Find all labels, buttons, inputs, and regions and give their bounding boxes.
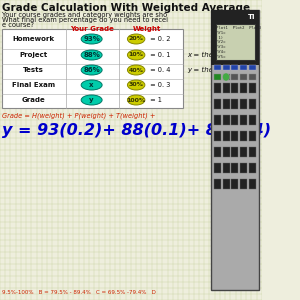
Bar <box>214 74 221 80</box>
Bar <box>231 83 238 93</box>
Bar <box>214 131 221 141</box>
Text: 93%: 93% <box>83 36 100 42</box>
Bar <box>214 83 221 93</box>
Text: 40%: 40% <box>129 68 144 73</box>
Ellipse shape <box>128 95 145 105</box>
Bar <box>231 163 238 173</box>
Bar <box>214 179 221 189</box>
Bar <box>249 131 256 141</box>
Text: Grade Calculation With Weighted Average: Grade Calculation With Weighted Average <box>2 3 250 13</box>
Bar <box>249 179 256 189</box>
Text: \Y5=: \Y5= <box>216 55 226 59</box>
Text: Plot1  Plot2  Plot3: Plot1 Plot2 Plot3 <box>216 26 262 30</box>
Text: Tests: Tests <box>23 67 44 73</box>
Ellipse shape <box>81 95 102 105</box>
Ellipse shape <box>128 50 145 60</box>
Text: Final Exam: Final Exam <box>12 82 55 88</box>
Bar <box>223 99 230 109</box>
Bar <box>211 10 259 290</box>
Bar <box>249 115 256 125</box>
Text: y: y <box>89 97 94 103</box>
Text: Homework: Homework <box>12 36 54 42</box>
Bar <box>240 131 247 141</box>
Bar <box>240 99 247 109</box>
Text: Your Grade: Your Grade <box>70 26 114 32</box>
Bar <box>2 29 183 108</box>
Ellipse shape <box>128 34 145 44</box>
Bar <box>249 74 256 80</box>
Text: x: x <box>89 82 94 88</box>
Ellipse shape <box>81 50 102 60</box>
Text: What final exam percentage do you need to recei: What final exam percentage do you need t… <box>2 17 168 23</box>
Bar <box>223 115 230 125</box>
Text: = 0. 1: = 0. 1 <box>148 52 171 58</box>
Bar <box>223 65 230 70</box>
Text: \Y2=: \Y2= <box>216 40 226 44</box>
Text: 100%: 100% <box>127 98 146 103</box>
Bar <box>240 65 247 70</box>
Bar <box>223 179 230 189</box>
Text: \Y3=: \Y3= <box>216 45 226 49</box>
Text: 9.5%-100%   B = 79.5% - 89.4%   C = 69.5% -79.4%   D: 9.5%-100% B = 79.5% - 89.4% C = 69.5% -7… <box>2 290 156 295</box>
Bar <box>249 83 256 93</box>
Ellipse shape <box>128 80 145 90</box>
Text: = 0. 2: = 0. 2 <box>148 36 171 42</box>
Bar <box>249 99 256 109</box>
Ellipse shape <box>81 34 102 44</box>
Bar <box>214 163 221 173</box>
Text: = 0. 3: = 0. 3 <box>148 82 171 88</box>
Text: y = the: y = the <box>188 67 214 73</box>
Bar <box>240 83 247 93</box>
Bar <box>249 163 256 173</box>
Bar <box>223 163 230 173</box>
Circle shape <box>223 73 230 81</box>
Ellipse shape <box>81 65 102 75</box>
Text: 86%: 86% <box>83 67 100 73</box>
Text: TI: TI <box>248 14 256 20</box>
Bar <box>240 179 247 189</box>
Bar <box>223 147 230 157</box>
Bar <box>240 163 247 173</box>
Bar <box>231 147 238 157</box>
Bar <box>240 74 247 80</box>
Text: 30%: 30% <box>129 82 144 88</box>
Bar <box>223 74 230 80</box>
Text: 1): 1) <box>216 36 224 40</box>
Bar <box>231 74 238 80</box>
Bar <box>231 179 238 189</box>
Ellipse shape <box>81 80 102 90</box>
Bar <box>214 99 221 109</box>
Text: \Y4=: \Y4= <box>216 50 226 54</box>
Bar <box>211 10 259 65</box>
Text: 88%: 88% <box>83 52 100 58</box>
Text: 20%: 20% <box>129 37 144 41</box>
Text: Weight: Weight <box>132 26 161 32</box>
Bar <box>240 115 247 125</box>
Text: y = 93(0.2)+ 88(0.1)+ 86(0.4): y = 93(0.2)+ 88(0.1)+ 86(0.4) <box>2 123 271 138</box>
Text: Your course grades and category weights are sho: Your course grades and category weights … <box>2 12 167 18</box>
Text: Grade = H(weight) + P(weight) + T(weight) +: Grade = H(weight) + P(weight) + T(weight… <box>2 112 155 119</box>
Bar <box>214 65 221 70</box>
Text: 10%: 10% <box>129 52 144 58</box>
Bar <box>231 99 238 109</box>
Bar <box>249 65 256 70</box>
Text: Project: Project <box>19 52 47 58</box>
Bar <box>214 115 221 125</box>
Text: e course?: e course? <box>2 22 34 28</box>
Text: Grade: Grade <box>21 97 45 103</box>
Bar <box>231 65 238 70</box>
Bar <box>231 115 238 125</box>
Bar <box>223 131 230 141</box>
Bar <box>240 147 247 157</box>
Bar <box>223 83 230 93</box>
Ellipse shape <box>128 65 145 75</box>
Bar <box>216 24 255 60</box>
Bar <box>249 147 256 157</box>
Text: \Y1=: \Y1= <box>216 31 226 35</box>
Text: = 1: = 1 <box>148 97 162 103</box>
Text: = 0. 4: = 0. 4 <box>148 67 171 73</box>
Text: x = the fi: x = the fi <box>188 52 220 58</box>
Bar <box>231 131 238 141</box>
Bar <box>214 147 221 157</box>
